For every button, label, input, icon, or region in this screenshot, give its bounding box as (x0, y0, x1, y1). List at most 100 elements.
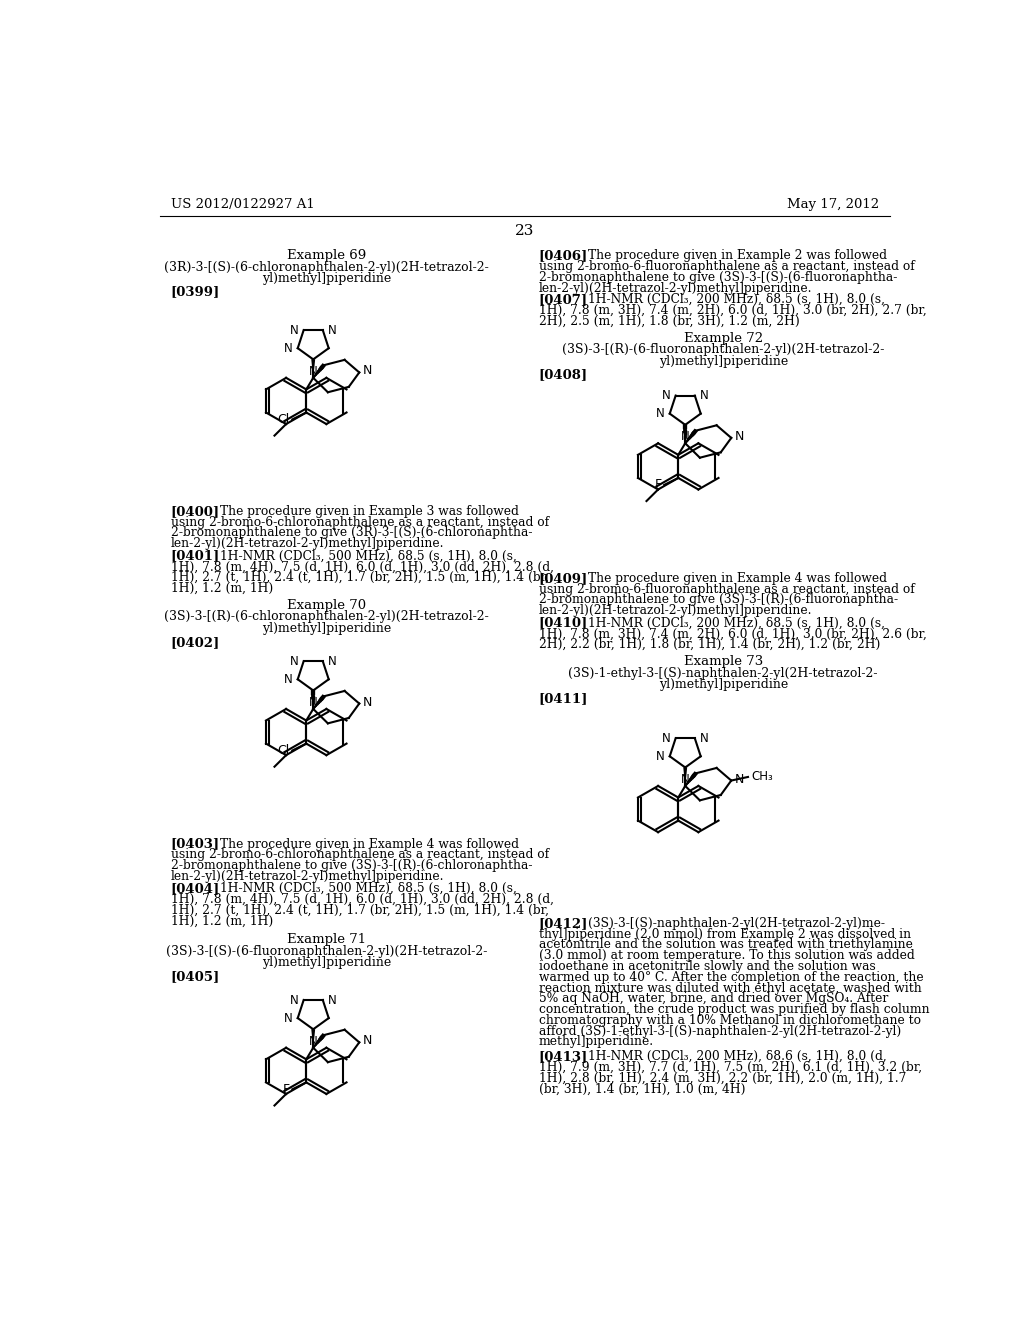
Text: using 2-bromo-6-fluoronaphthalene as a reactant, instead of: using 2-bromo-6-fluoronaphthalene as a r… (539, 260, 914, 273)
Text: 2H), 2.5 (m, 1H), 1.8 (br, 3H), 1.2 (m, 2H): 2H), 2.5 (m, 1H), 1.8 (br, 3H), 1.2 (m, … (539, 314, 800, 327)
Text: yl)methyl]piperidine: yl)methyl]piperidine (658, 355, 787, 368)
Text: [0410]: [0410] (539, 616, 588, 630)
Text: 1H), 7.9 (m, 3H), 7.7 (d, 1H), 7.5 (m, 2H), 6.1 (d, 1H), 3.2 (br,: 1H), 7.9 (m, 3H), 7.7 (d, 1H), 7.5 (m, 2… (539, 1061, 922, 1074)
Text: yl)methyl]piperidine: yl)methyl]piperidine (658, 678, 787, 692)
Text: 1H-NMR (CDCl₃, 200 MHz), δ8.5 (s, 1H), 8.0 (s,: 1H-NMR (CDCl₃, 200 MHz), δ8.5 (s, 1H), 8… (589, 616, 886, 630)
Text: N: N (329, 994, 337, 1007)
Text: len-2-yl)(2H-tetrazol-2-yl)methyl]piperidine.: len-2-yl)(2H-tetrazol-2-yl)methyl]piperi… (539, 281, 812, 294)
Text: N: N (364, 696, 373, 709)
Text: [0407]: [0407] (539, 293, 588, 306)
Text: N: N (735, 772, 744, 785)
Text: N: N (309, 696, 317, 709)
Text: The procedure given in Example 4 was followed: The procedure given in Example 4 was fol… (220, 838, 519, 850)
Text: 1H), 1.2 (m, 1H): 1H), 1.2 (m, 1H) (171, 915, 272, 928)
Text: concentration, the crude product was purified by flash column: concentration, the crude product was pur… (539, 1003, 930, 1016)
Text: chromatography with a 10% Methanol in dichloromethane to: chromatography with a 10% Methanol in di… (539, 1014, 921, 1027)
Text: Example 72: Example 72 (684, 331, 763, 345)
Text: N: N (284, 673, 292, 686)
Text: [0408]: [0408] (539, 368, 588, 381)
Text: methyl]piperidine.: methyl]piperidine. (539, 1035, 654, 1048)
Text: iodoethane in acetonitrile slowly and the solution was: iodoethane in acetonitrile slowly and th… (539, 960, 876, 973)
Text: (3S)-3-[(R)-(6-chloronaphthalen-2-yl)(2H-tetrazol-2-: (3S)-3-[(R)-(6-chloronaphthalen-2-yl)(2H… (164, 610, 488, 623)
Text: 1H), 7.8 (m, 3H), 7.4 (m, 2H), 6.0 (d, 1H), 3.0 (br, 2H), 2.7 (br,: 1H), 7.8 (m, 3H), 7.4 (m, 2H), 6.0 (d, 1… (539, 304, 927, 317)
Text: N: N (735, 430, 744, 442)
Text: 1H), 2.8 (br, 1H), 2.4 (m, 3H), 2.2 (br, 1H), 2.0 (m, 1H), 1.7: 1H), 2.8 (br, 1H), 2.4 (m, 3H), 2.2 (br,… (539, 1072, 906, 1085)
Text: F: F (283, 1082, 290, 1096)
Text: N: N (309, 364, 317, 378)
Text: thyl]piperidine (2.0 mmol) from Example 2 was dissolved in: thyl]piperidine (2.0 mmol) from Example … (539, 928, 911, 941)
Text: (3S)-3-[(S)-(6-fluoronaphthalen-2-yl)(2H-tetrazol-2-: (3S)-3-[(S)-(6-fluoronaphthalen-2-yl)(2H… (166, 945, 487, 957)
Text: [0403]: [0403] (171, 838, 220, 850)
Text: N: N (329, 655, 337, 668)
Text: N: N (662, 389, 671, 403)
Text: (br, 3H), 1.4 (br, 1H), 1.0 (m, 4H): (br, 3H), 1.4 (br, 1H), 1.0 (m, 4H) (539, 1082, 745, 1096)
Text: [0399]: [0399] (171, 285, 220, 298)
Text: [0406]: [0406] (539, 249, 588, 263)
Text: N: N (290, 323, 298, 337)
Text: Cl: Cl (278, 744, 290, 758)
Text: 1H-NMR (CDCl₃, 500 MHz), δ8.5 (s, 1H), 8.0 (s,: 1H-NMR (CDCl₃, 500 MHz), δ8.5 (s, 1H), 8… (220, 549, 517, 562)
Text: N: N (364, 1035, 373, 1047)
Text: 2-bromonaphthalene to give (3S)-3-[(R)-(6-chloronaphtha-: 2-bromonaphthalene to give (3S)-3-[(R)-(… (171, 859, 532, 873)
Text: N: N (655, 407, 665, 420)
Text: 1H), 2.7 (t, 1H), 2.4 (t, 1H), 1.7 (br, 2H), 1.5 (m, 1H), 1.4 (br,: 1H), 2.7 (t, 1H), 2.4 (t, 1H), 1.7 (br, … (171, 572, 549, 585)
Text: N: N (662, 731, 671, 744)
Text: US 2012/0122927 A1: US 2012/0122927 A1 (171, 198, 314, 211)
Text: The procedure given in Example 2 was followed: The procedure given in Example 2 was fol… (589, 249, 888, 263)
Text: 2-bromonaphthalene to give (3S)-3-[(S)-(6-fluoronaphtha-: 2-bromonaphthalene to give (3S)-3-[(S)-(… (539, 271, 897, 284)
Text: (3S)-1-ethyl-3-[(S)-naphthalen-2-yl(2H-tetrazol-2-: (3S)-1-ethyl-3-[(S)-naphthalen-2-yl(2H-t… (568, 667, 878, 680)
Text: yl)methyl]piperidine: yl)methyl]piperidine (262, 272, 391, 285)
Text: Cl: Cl (278, 413, 290, 426)
Text: N: N (309, 1035, 317, 1048)
Text: warmed up to 40° C. After the completion of the reaction, the: warmed up to 40° C. After the completion… (539, 970, 924, 983)
Text: [0409]: [0409] (539, 572, 588, 585)
Text: 1H-NMR (CDCl₃, 500 MHz), δ8.5 (s, 1H), 8.0 (s,: 1H-NMR (CDCl₃, 500 MHz), δ8.5 (s, 1H), 8… (220, 882, 517, 895)
Text: [0401]: [0401] (171, 549, 220, 562)
Text: N: N (700, 731, 709, 744)
Text: N: N (681, 774, 689, 785)
Text: (3.0 mmol) at room temperature. To this solution was added: (3.0 mmol) at room temperature. To this … (539, 949, 914, 962)
Text: 1H-NMR (CDCl₃, 200 MHz), δ8.6 (s, 1H), 8.0 (d,: 1H-NMR (CDCl₃, 200 MHz), δ8.6 (s, 1H), 8… (589, 1051, 887, 1063)
Text: N: N (655, 750, 665, 763)
Text: len-2-yl)(2H-tetrazol-2-yl)methyl]piperidine.: len-2-yl)(2H-tetrazol-2-yl)methyl]piperi… (171, 870, 444, 883)
Text: May 17, 2012: May 17, 2012 (786, 198, 879, 211)
Text: The procedure given in Example 4 was followed: The procedure given in Example 4 was fol… (589, 572, 888, 585)
Text: Example 70: Example 70 (287, 599, 366, 612)
Text: 1H), 7.8 (m, 4H), 7.5 (d, 1H), 6.0 (d, 1H), 3.0 (dd, 2H), 2.8 (d,: 1H), 7.8 (m, 4H), 7.5 (d, 1H), 6.0 (d, 1… (171, 561, 554, 573)
Text: N: N (290, 994, 298, 1007)
Text: F: F (655, 478, 662, 491)
Text: [0400]: [0400] (171, 506, 220, 517)
Text: Example 69: Example 69 (287, 249, 366, 263)
Text: 1H), 2.7 (t, 1H), 2.4 (t, 1H), 1.7 (br, 2H), 1.5 (m, 1H), 1.4 (br,: 1H), 2.7 (t, 1H), 2.4 (t, 1H), 1.7 (br, … (171, 904, 549, 917)
Text: len-2-yl)(2H-tetrazol-2-yl)methyl]piperidine.: len-2-yl)(2H-tetrazol-2-yl)methyl]piperi… (171, 537, 444, 550)
Text: afford (3S)-1-ethyl-3-[(S)-naphthalen-2-yl(2H-tetrazol-2-yl): afford (3S)-1-ethyl-3-[(S)-naphthalen-2-… (539, 1024, 901, 1038)
Text: N: N (329, 323, 337, 337)
Text: [0405]: [0405] (171, 970, 220, 983)
Text: N: N (681, 430, 689, 444)
Text: 23: 23 (515, 224, 535, 238)
Text: Example 73: Example 73 (684, 655, 763, 668)
Text: using 2-bromo-6-chloronaphthalene as a reactant, instead of: using 2-bromo-6-chloronaphthalene as a r… (171, 849, 549, 862)
Text: [0402]: [0402] (171, 636, 220, 649)
Text: CH₃: CH₃ (752, 771, 773, 784)
Text: N: N (700, 389, 709, 403)
Text: (3R)-3-[(S)-(6-chloronaphthalen-2-yl)(2H-tetrazol-2-: (3R)-3-[(S)-(6-chloronaphthalen-2-yl)(2H… (164, 261, 488, 273)
Text: [0404]: [0404] (171, 882, 220, 895)
Polygon shape (311, 1030, 315, 1048)
Polygon shape (683, 767, 687, 785)
Text: [0412]: [0412] (539, 917, 588, 929)
Text: 1H-NMR (CDCl₃, 200 MHz), δ8.5 (s, 1H), 8.0 (s,: 1H-NMR (CDCl₃, 200 MHz), δ8.5 (s, 1H), 8… (589, 293, 886, 306)
Text: 2-bromonaphthalene to give (3S)-3-[(R)-(6-fluoronaphtha-: 2-bromonaphthalene to give (3S)-3-[(R)-(… (539, 594, 898, 606)
Text: 5% aq NaOH, water, brine, and dried over MgSO₄. After: 5% aq NaOH, water, brine, and dried over… (539, 993, 888, 1006)
Text: 1H), 1.2 (m, 1H): 1H), 1.2 (m, 1H) (171, 582, 272, 595)
Text: 1H), 7.8 (m, 4H), 7.5 (d, 1H), 6.0 (d, 1H), 3.0 (dd, 2H), 2.8 (d,: 1H), 7.8 (m, 4H), 7.5 (d, 1H), 6.0 (d, 1… (171, 892, 554, 906)
Text: 2H), 2.2 (br, 1H), 1.8 (br, 1H), 1.4 (br, 2H), 1.2 (br, 2H): 2H), 2.2 (br, 1H), 1.8 (br, 1H), 1.4 (br… (539, 638, 880, 651)
Text: N: N (284, 342, 292, 355)
Text: acetonitrile and the solution was treated with triethylamine: acetonitrile and the solution was treate… (539, 939, 912, 952)
Text: reaction mixture was diluted with ethyl acetate, washed with: reaction mixture was diluted with ethyl … (539, 982, 922, 994)
Text: N: N (290, 655, 298, 668)
Text: yl)methyl]piperidine: yl)methyl]piperidine (262, 956, 391, 969)
Text: 1H), 7.8 (m, 3H), 7.4 (m, 2H), 6.0 (d, 1H), 3.0 (br, 2H), 2.6 (br,: 1H), 7.8 (m, 3H), 7.4 (m, 2H), 6.0 (d, 1… (539, 627, 927, 640)
Text: [0413]: [0413] (539, 1051, 588, 1063)
Text: The procedure given in Example 3 was followed: The procedure given in Example 3 was fol… (220, 506, 519, 517)
